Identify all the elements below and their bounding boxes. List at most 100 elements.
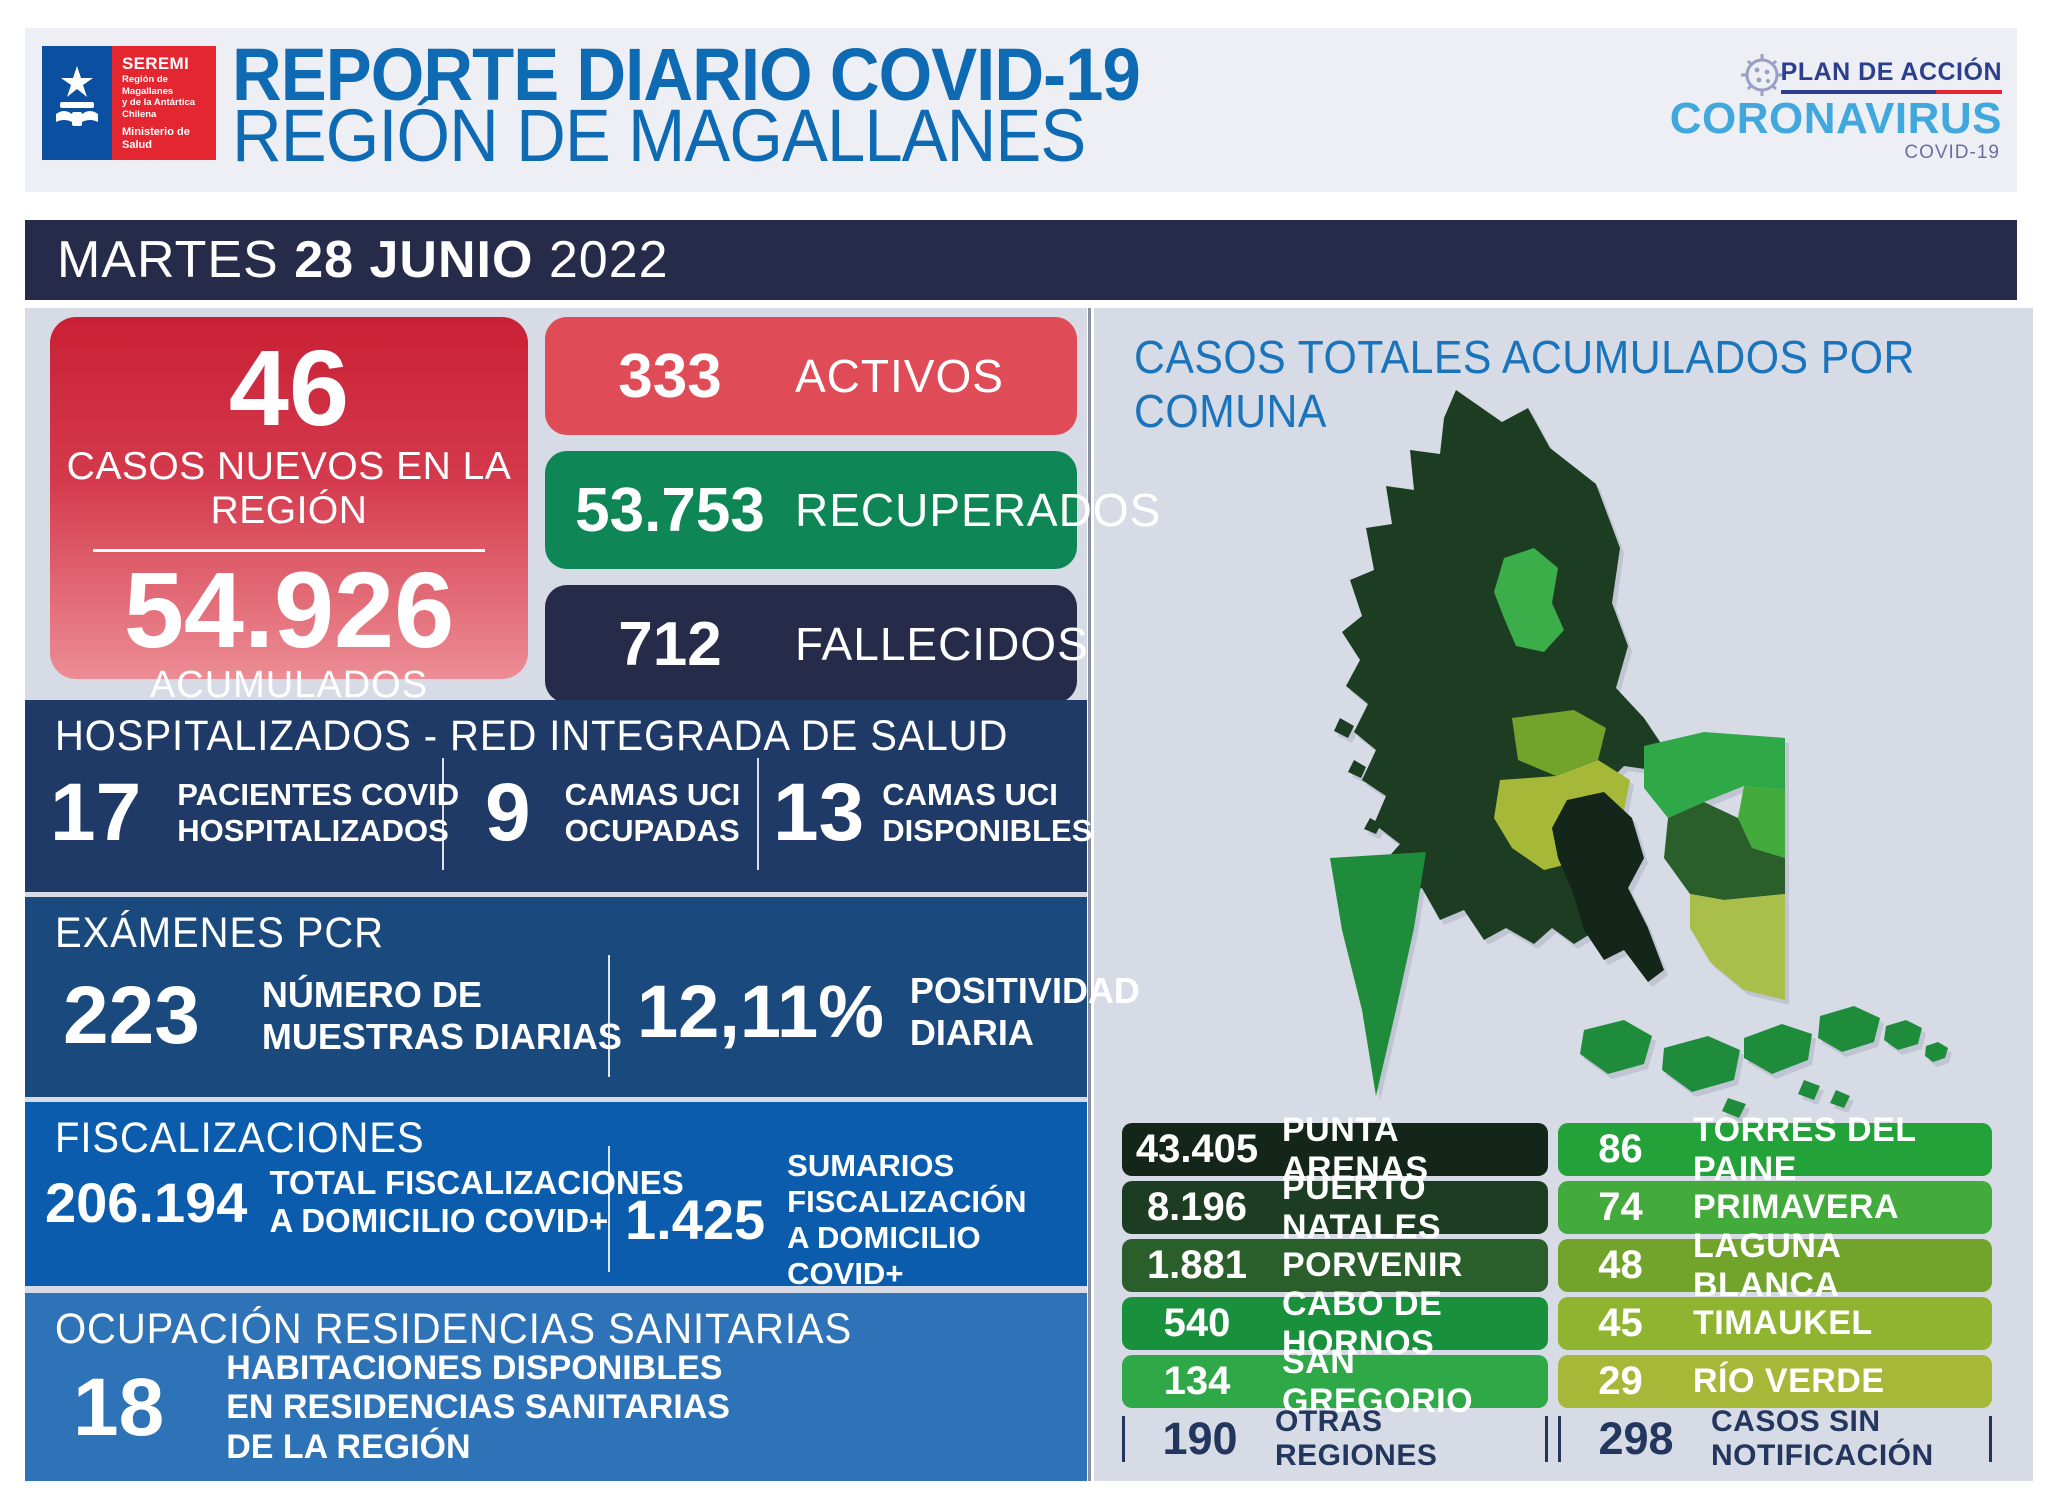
- residences-label: HABITACIONES DISPONIBLES EN RESIDENCIAS …: [226, 1349, 730, 1466]
- commune-name: LAGUNA BLANCA: [1693, 1226, 1841, 1304]
- separator-bar: [1989, 1416, 1992, 1462]
- inspections-total-label: TOTAL FISCALIZACIONES A DOMICILIO COVID+: [269, 1164, 684, 1240]
- comunas-map: [1330, 390, 1948, 1118]
- page-title-line1: REPORTE DIARIO COVID-19: [232, 33, 1141, 116]
- recovered-card: 53.753 RECUPERADOS: [545, 451, 1160, 569]
- separator: [608, 1146, 610, 1272]
- recovered-label: RECUPERADOS: [795, 484, 1162, 536]
- page-title: REPORTE DIARIO COVID-19 REGIÓN DE MAGALL…: [232, 33, 1141, 177]
- commune-row: 86 TORRES DEL PAINE: [1558, 1111, 1992, 1188]
- coat-of-arms-icon: [56, 66, 98, 126]
- commune-name: SAN GREGORIO: [1282, 1342, 1474, 1420]
- icu-available-value: 13: [773, 767, 865, 858]
- commune-name: PORVENIR: [1282, 1246, 1463, 1284]
- map-region-porvenir: [1664, 802, 1785, 900]
- commune-row: 540 CABO DE HORNOS: [1122, 1285, 1548, 1362]
- logo-region-line: y de la Antártica: [122, 97, 196, 108]
- map-title: CASOS TOTALES ACUMULADOS POR COMUNA: [1134, 331, 1915, 437]
- pcr-samples-stat: 223 NÚMERO DE MUESTRAS DIARIAS: [63, 969, 622, 1063]
- commune-value: 134: [1163, 1359, 1231, 1403]
- logo-region-line: Chilena: [122, 108, 157, 120]
- hospitalized-section: HOSPITALIZADOS - RED INTEGRADA DE SALUD …: [25, 700, 1092, 892]
- separator-bar: [1558, 1416, 1561, 1462]
- icu-occupied-value: 9: [485, 767, 531, 858]
- inspections-title: FISCALIZACIONES: [55, 1114, 425, 1162]
- commune-row: 45 TIMAUKEL: [1558, 1297, 1992, 1350]
- separator-bar: [1545, 1416, 1548, 1462]
- icu-available-label: CAMAS UCI DISPONIBLES: [882, 777, 1093, 848]
- other-regions-label: OTRAS REGIONES: [1275, 1405, 1438, 1472]
- inspections-total-value: 206.194: [45, 1170, 248, 1234]
- commune-value: 43.405: [1135, 1127, 1259, 1171]
- map-islet: [1364, 818, 1381, 834]
- map-region-antartica: [1330, 852, 1426, 1096]
- pcr-section: EXÁMENES PCR 223 NÚMERO DE MUESTRAS DIAR…: [25, 897, 1140, 1097]
- commune-value: 1.881: [1146, 1243, 1248, 1287]
- deceased-label: FALLECIDOS: [795, 618, 1089, 670]
- commune-row: 29 RÍO VERDE: [1558, 1355, 1992, 1408]
- residences-title: OCUPACIÓN RESIDENCIAS SANITARIAS: [55, 1305, 853, 1353]
- positivity-value: 12,11%: [637, 970, 884, 1053]
- plan-de-accion-logo: PLAN DE ACCIÓN CORONAVIRUS COVID-19: [1670, 50, 2010, 163]
- other-regions-value: 190: [1162, 1413, 1238, 1464]
- pcr-samples-label: NÚMERO DE MUESTRAS DIARIAS: [261, 974, 622, 1057]
- map-region-timaukel: [1690, 894, 1785, 1000]
- map-region-torres-del-paine: [1494, 548, 1564, 652]
- commune-name: PRIMAVERA: [1693, 1188, 1899, 1226]
- commune-row: 48 LAGUNA BLANCA: [1558, 1227, 1992, 1304]
- recovered-value: 53.753: [575, 475, 765, 545]
- no-notification-row: 298 CASOS SIN NOTIFICACIÓN: [1558, 1405, 1992, 1472]
- no-notification-value: 298: [1598, 1413, 1674, 1464]
- icu-occupied-stat: 9 CAMAS UCI OCUPADAS: [485, 766, 740, 860]
- logo-ministry: Ministerio de Salud: [122, 126, 190, 151]
- ministry-logo-emblem: [42, 46, 112, 160]
- logo-seremi: SEREMI: [122, 54, 189, 73]
- logo-region-line: Región de Magallanes: [122, 74, 174, 97]
- report-date: MARTES 28 JUNIO 2022: [57, 231, 669, 289]
- map-region-cabo-de-hornos: [1580, 1006, 1948, 1118]
- deceased-card: 712 FALLECIDOS: [545, 585, 1088, 703]
- hospitalized-patients-label: PACIENTES COVID HOSPITALIZADOS: [177, 777, 460, 848]
- card-divider: [93, 549, 485, 552]
- residences-value: 18: [73, 1362, 165, 1454]
- map-region-laguna-blanca: [1512, 710, 1606, 776]
- map-region-san-gregorio: [1644, 732, 1785, 818]
- commune-value: 45: [1598, 1301, 1643, 1345]
- separator: [442, 758, 444, 870]
- icu-available-stat: 13 CAMAS UCI DISPONIBLES: [773, 766, 1092, 860]
- new-cases-value: 46: [228, 327, 350, 448]
- separator: [608, 955, 610, 1077]
- map-region-primavera: [1738, 786, 1785, 858]
- commune-value: 74: [1598, 1185, 1643, 1229]
- hospitalized-patients-value: 17: [50, 767, 142, 858]
- commune-value: 86: [1598, 1127, 1643, 1171]
- deceased-value: 712: [618, 609, 722, 679]
- commune-name: PUERTO NATALES: [1282, 1168, 1442, 1246]
- new-cases-label: CASOS NUEVOS EN LA REGIÓN: [66, 445, 512, 532]
- residences-stat: 18 HABITACIONES DISPONIBLES EN RESIDENCI…: [73, 1349, 730, 1467]
- date-bar: MARTES 28 JUNIO 2022: [25, 220, 2017, 300]
- inspections-summary-stat: 1.425 SUMARIOS FISCALIZACIÓN A DOMICILIO…: [625, 1148, 1087, 1292]
- commune-name: TORRES DEL PAINE: [1693, 1110, 1916, 1188]
- accumulated-value: 54.926: [123, 549, 455, 670]
- commune-name: RÍO VERDE: [1693, 1362, 1885, 1400]
- map-islet: [1348, 760, 1366, 778]
- plan-de-accion-label: PLAN DE ACCIÓN: [1780, 58, 2002, 94]
- new-cases-card: 46 CASOS NUEVOS EN LA REGIÓN 54.926 ACUM…: [50, 317, 528, 706]
- hospitalized-title: HOSPITALIZADOS - RED INTEGRADA DE SALUD: [55, 712, 1009, 760]
- commune-value: 29: [1598, 1359, 1643, 1403]
- positivity-stat: 12,11% POSITIVIDAD DIARIA: [637, 969, 1140, 1054]
- no-notification-label: CASOS SIN NOTIFICACIÓN: [1711, 1405, 1934, 1472]
- separator: [757, 758, 759, 870]
- active-label: ACTIVOS: [795, 350, 1004, 402]
- commune-row: 134 SAN GREGORIO: [1122, 1343, 1548, 1420]
- commune-row: 1.881 PORVENIR: [1122, 1239, 1548, 1292]
- residences-section: OCUPACIÓN RESIDENCIAS SANITARIAS 18 HABI…: [25, 1293, 1087, 1481]
- page-title-line2: REGIÓN DE MAGALLANES: [232, 94, 1086, 177]
- accumulated-label: ACUMULADOS: [149, 664, 429, 706]
- commune-row: 8.196 PUERTO NATALES: [1122, 1169, 1548, 1246]
- inspections-total-stat: 206.194 TOTAL FISCALIZACIONES A DOMICILI…: [45, 1164, 684, 1241]
- inspections-summary-label: SUMARIOS FISCALIZACIÓN A DOMICILIO COVID…: [787, 1148, 1027, 1291]
- ministry-logo-text: SEREMI Región de Magallanes y de la Antá…: [112, 46, 216, 160]
- inspections-section: FISCALIZACIONES 206.194 TOTAL FISCALIZAC…: [25, 1102, 1087, 1291]
